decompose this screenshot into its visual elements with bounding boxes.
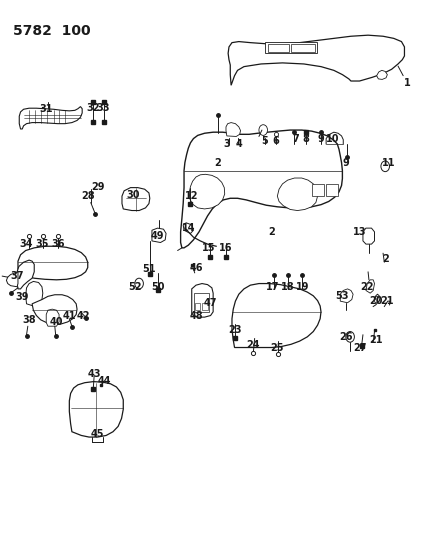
Text: 45: 45 <box>91 430 104 439</box>
Text: 37: 37 <box>10 271 24 281</box>
Polygon shape <box>377 70 387 79</box>
Text: 5782  100: 5782 100 <box>13 24 90 38</box>
Polygon shape <box>228 35 404 85</box>
Text: 18: 18 <box>281 282 294 292</box>
Polygon shape <box>26 281 43 306</box>
Text: 2: 2 <box>382 254 389 263</box>
Polygon shape <box>277 178 318 211</box>
Polygon shape <box>226 123 241 136</box>
Text: 9: 9 <box>342 158 349 167</box>
Polygon shape <box>189 174 225 209</box>
Bar <box>265 42 317 53</box>
Text: 21: 21 <box>380 296 394 306</box>
Text: 7: 7 <box>292 134 299 143</box>
Text: 25: 25 <box>270 343 284 352</box>
Text: 34: 34 <box>20 239 33 249</box>
Circle shape <box>381 161 389 172</box>
Polygon shape <box>363 228 374 244</box>
Text: 30: 30 <box>127 190 140 199</box>
Text: 8: 8 <box>303 134 309 143</box>
Bar <box>195 303 200 310</box>
Text: 17: 17 <box>266 282 280 292</box>
Text: 13: 13 <box>353 227 366 237</box>
Text: 50: 50 <box>151 282 164 292</box>
Text: 39: 39 <box>15 293 29 302</box>
Text: 52: 52 <box>128 282 142 292</box>
Bar <box>268 44 289 52</box>
Text: 12: 12 <box>185 191 199 201</box>
Text: 4: 4 <box>235 139 242 149</box>
Text: 28: 28 <box>81 191 95 201</box>
Polygon shape <box>192 284 213 317</box>
Text: 40: 40 <box>50 318 63 327</box>
Text: 46: 46 <box>189 263 203 272</box>
Text: 53: 53 <box>336 291 349 301</box>
Text: 27: 27 <box>353 343 366 352</box>
Text: 6: 6 <box>273 136 279 146</box>
Text: 51: 51 <box>142 264 156 274</box>
Text: 32: 32 <box>86 103 100 112</box>
Polygon shape <box>46 309 59 326</box>
Text: 31: 31 <box>39 104 53 114</box>
Circle shape <box>374 296 379 303</box>
Polygon shape <box>183 223 193 233</box>
Circle shape <box>346 332 354 342</box>
Bar <box>326 184 338 196</box>
Polygon shape <box>32 295 77 324</box>
Text: 48: 48 <box>189 311 203 320</box>
Text: 44: 44 <box>98 376 112 386</box>
Text: 2: 2 <box>268 227 275 237</box>
Text: 24: 24 <box>247 341 260 350</box>
Text: 49: 49 <box>151 231 164 240</box>
Polygon shape <box>152 228 166 243</box>
Text: 1: 1 <box>404 78 411 87</box>
Text: 41: 41 <box>62 311 76 320</box>
Text: 19: 19 <box>296 282 310 292</box>
Text: 35: 35 <box>35 239 49 249</box>
Text: 38: 38 <box>22 315 36 325</box>
Polygon shape <box>366 280 374 293</box>
Polygon shape <box>6 272 18 287</box>
Circle shape <box>259 125 268 135</box>
Text: 11: 11 <box>382 158 395 167</box>
Text: 14: 14 <box>181 223 195 233</box>
Polygon shape <box>340 289 353 303</box>
Bar <box>194 293 209 312</box>
Text: 16: 16 <box>219 243 233 253</box>
Polygon shape <box>181 130 342 248</box>
Text: 10: 10 <box>326 134 340 143</box>
Circle shape <box>135 278 143 289</box>
Text: 20: 20 <box>369 296 383 306</box>
Text: 42: 42 <box>77 311 90 320</box>
Text: 21: 21 <box>369 335 383 345</box>
Text: 43: 43 <box>87 369 101 379</box>
Text: 47: 47 <box>204 298 217 308</box>
Text: 5: 5 <box>261 136 268 146</box>
Polygon shape <box>17 260 34 289</box>
Text: 22: 22 <box>360 282 374 292</box>
Polygon shape <box>69 382 123 437</box>
Bar <box>291 44 315 52</box>
Text: 3: 3 <box>223 139 230 149</box>
Text: 2: 2 <box>214 158 221 167</box>
Polygon shape <box>232 284 321 348</box>
Text: 9: 9 <box>318 134 324 143</box>
Bar <box>312 184 324 196</box>
Bar <box>202 303 208 310</box>
Text: 29: 29 <box>91 182 104 191</box>
Text: 26: 26 <box>339 332 353 342</box>
Text: 36: 36 <box>51 239 65 249</box>
Polygon shape <box>19 107 82 129</box>
Text: 15: 15 <box>202 243 216 253</box>
Text: 23: 23 <box>228 326 241 335</box>
Text: 33: 33 <box>97 103 110 112</box>
Polygon shape <box>122 188 150 211</box>
Polygon shape <box>18 246 88 280</box>
